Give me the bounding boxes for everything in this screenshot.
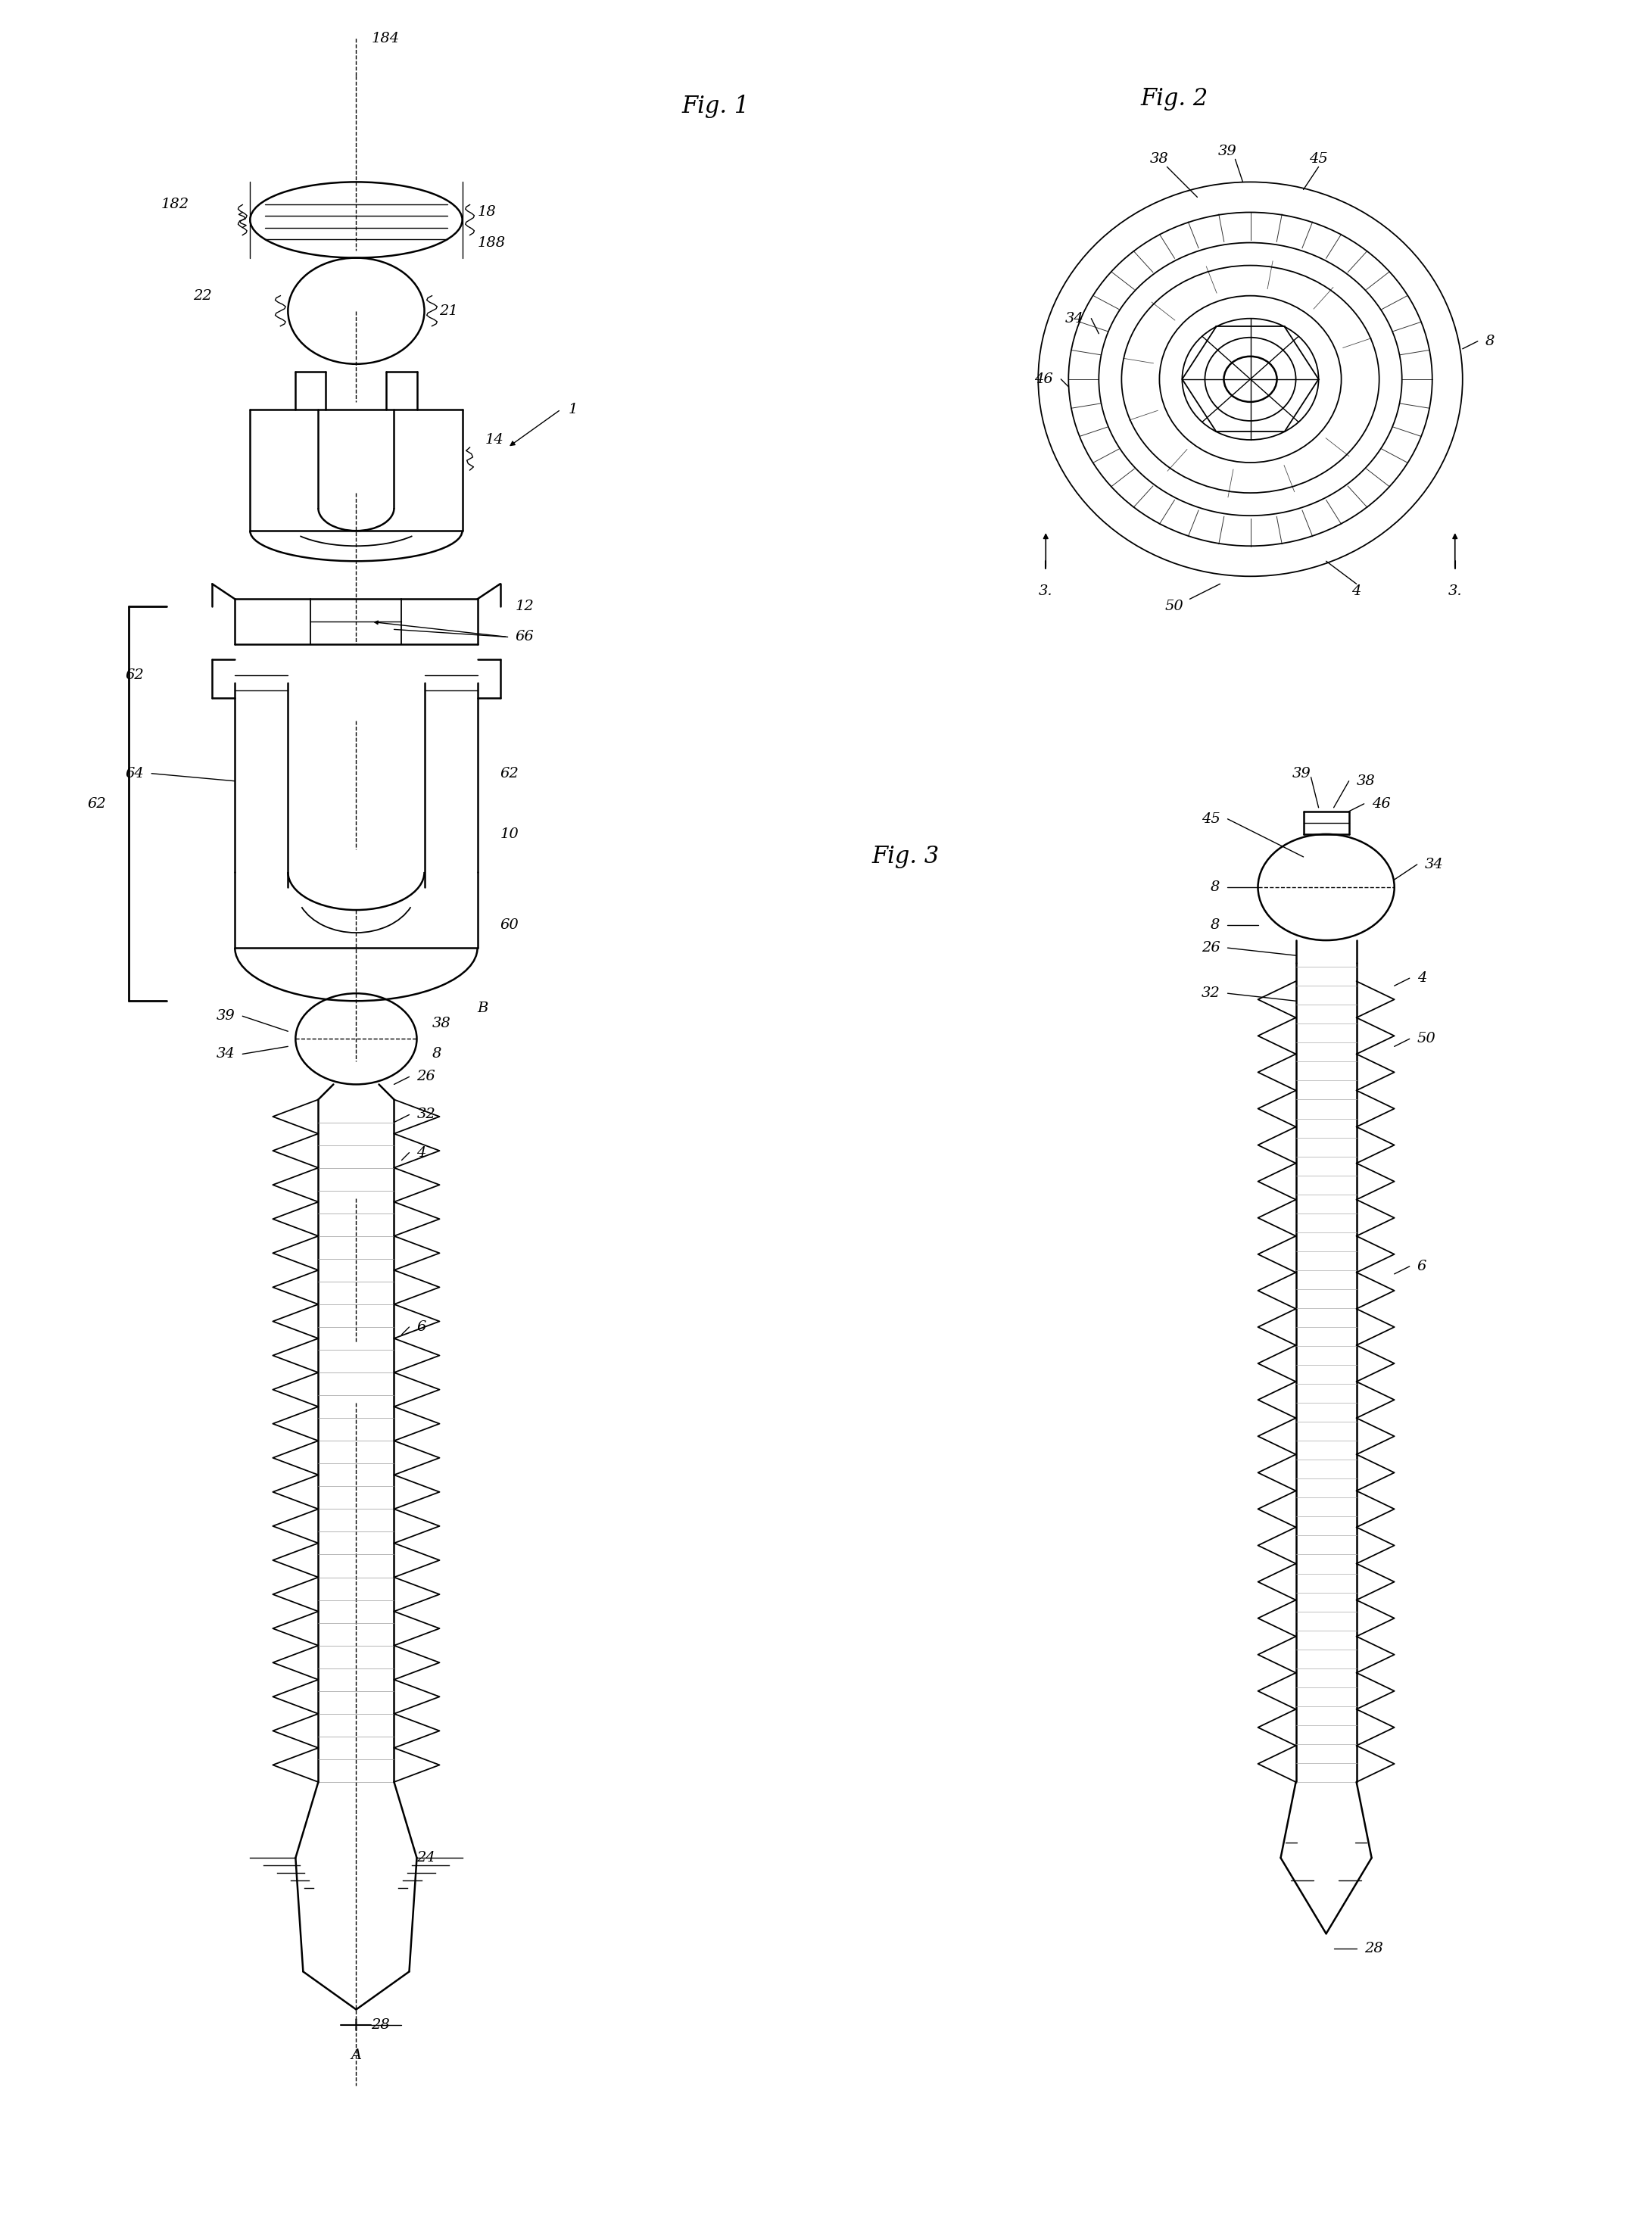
Text: 34: 34 [1066,311,1084,324]
Text: 39: 39 [1292,767,1312,781]
Text: 14: 14 [486,434,504,447]
Text: 39: 39 [1218,145,1237,159]
Text: 6: 6 [416,1320,426,1333]
Text: 22: 22 [193,289,211,302]
Text: 21: 21 [439,304,458,318]
Text: 38: 38 [431,1018,451,1031]
Text: A: A [350,2049,362,2063]
Text: 26: 26 [1201,942,1221,955]
Text: 12: 12 [515,600,534,613]
Text: 28: 28 [1365,1942,1383,1955]
Text: 60: 60 [501,919,519,933]
Text: 184: 184 [372,31,400,45]
Text: 4: 4 [416,1145,426,1159]
Text: 62: 62 [126,669,144,682]
Text: 24: 24 [416,1850,436,1866]
Text: 66: 66 [515,631,534,644]
Text: 8: 8 [1485,333,1495,349]
Text: 18: 18 [477,206,496,219]
Text: 45: 45 [1308,152,1328,166]
Text: 28: 28 [372,2018,390,2031]
Text: 1: 1 [568,403,578,416]
Text: 32: 32 [416,1107,436,1121]
Text: 32: 32 [1201,987,1221,1000]
Text: Fig. 1: Fig. 1 [682,94,750,119]
Text: 39: 39 [216,1009,235,1022]
Text: 182: 182 [162,197,190,213]
Text: 34: 34 [216,1047,235,1060]
Text: 188: 188 [477,235,506,251]
Text: 62: 62 [501,767,519,781]
Text: 64: 64 [126,767,144,781]
Text: 8: 8 [1211,881,1221,895]
Text: 3.: 3. [1039,584,1052,597]
Text: B: B [477,1002,489,1016]
Text: 46: 46 [1034,371,1054,387]
Text: 8: 8 [1211,919,1221,933]
Text: 50: 50 [1417,1031,1436,1045]
Text: 38: 38 [1150,152,1170,166]
Text: 46: 46 [1371,796,1391,810]
Text: Fig. 3: Fig. 3 [872,846,938,868]
Text: 6: 6 [1417,1259,1426,1273]
Text: Fig. 2: Fig. 2 [1142,87,1208,110]
Text: 34: 34 [1424,857,1444,870]
Text: 62: 62 [88,796,106,810]
Text: 3.: 3. [1447,584,1462,597]
Text: 10: 10 [501,828,519,841]
Text: 38: 38 [1356,774,1374,787]
Text: 4: 4 [1351,584,1361,597]
Text: 8: 8 [431,1047,441,1060]
Text: 50: 50 [1165,600,1184,613]
Text: 4: 4 [1417,971,1426,984]
Text: 26: 26 [416,1069,436,1083]
Text: 45: 45 [1201,812,1221,825]
